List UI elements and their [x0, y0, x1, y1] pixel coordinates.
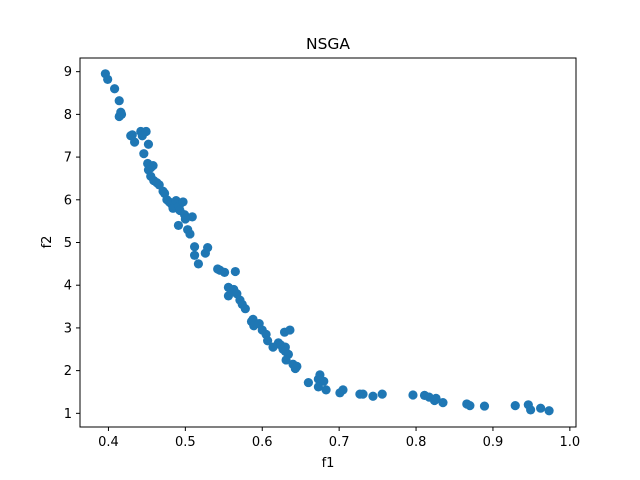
y-tick-label: 2	[64, 364, 72, 379]
data-point	[143, 139, 154, 149]
data-point	[189, 250, 200, 260]
data-point	[510, 401, 520, 411]
y-tick-label: 6	[64, 193, 72, 208]
data-point	[185, 229, 195, 239]
x-tick-label: 0.4	[98, 435, 119, 450]
data-point	[263, 336, 273, 346]
data-point	[465, 401, 475, 411]
data-point	[368, 391, 378, 401]
y-axis-label: f2	[40, 236, 55, 249]
data-point	[479, 401, 490, 411]
data-point	[358, 389, 368, 399]
data-point	[285, 325, 295, 335]
data-point	[408, 390, 418, 400]
data-point	[431, 393, 441, 403]
data-point	[321, 385, 331, 395]
data-point	[203, 243, 213, 253]
data-point	[268, 342, 278, 352]
x-tick-label: 0.5	[175, 435, 196, 450]
data-point	[103, 74, 113, 84]
y-tick-label: 1	[64, 407, 72, 422]
x-tick-label: 0.6	[252, 435, 273, 450]
chart-title: NSGA	[306, 35, 350, 53]
data-point	[223, 291, 234, 301]
data-point	[189, 242, 200, 252]
data-point	[130, 137, 140, 147]
data-point	[338, 385, 348, 395]
y-tick-label: 7	[64, 151, 72, 166]
data-point	[240, 304, 250, 314]
x-tick-label: 0.9	[483, 435, 504, 450]
data-point	[438, 398, 448, 408]
x-axis: 0.4 0.5 0.6 0.7 0.8 0.9 1.0	[98, 427, 580, 450]
x-tick-label: 1.0	[560, 435, 581, 450]
x-tick-label: 0.7	[329, 435, 350, 450]
y-tick-label: 9	[64, 65, 72, 80]
data-point	[178, 197, 188, 207]
data-point	[114, 96, 124, 106]
data-point	[290, 363, 300, 374]
data-point	[110, 84, 120, 94]
x-tick-label: 0.8	[406, 435, 427, 450]
data-point	[139, 149, 149, 159]
data-point	[187, 212, 197, 222]
data-point	[173, 220, 184, 231]
data-point	[281, 355, 291, 365]
data-point	[230, 266, 240, 277]
data-point	[526, 405, 536, 415]
data-point	[536, 403, 546, 413]
data-point	[303, 377, 313, 388]
data-point	[116, 109, 127, 119]
data-point	[219, 267, 230, 277]
data-point	[127, 130, 137, 140]
y-tick-label: 8	[64, 108, 72, 123]
y-tick-label: 3	[64, 321, 72, 336]
data-point	[544, 406, 554, 416]
y-tick-label: 5	[64, 236, 72, 251]
data-point	[180, 214, 190, 224]
y-axis: 1 2 3 4 5 6 7 8 9	[64, 65, 80, 422]
data-point	[377, 389, 387, 399]
data-points	[100, 69, 554, 416]
data-point	[313, 382, 323, 392]
data-point	[137, 131, 147, 141]
y-tick-label: 4	[64, 279, 72, 294]
data-point	[193, 259, 204, 269]
x-axis-label: f1	[322, 456, 335, 471]
